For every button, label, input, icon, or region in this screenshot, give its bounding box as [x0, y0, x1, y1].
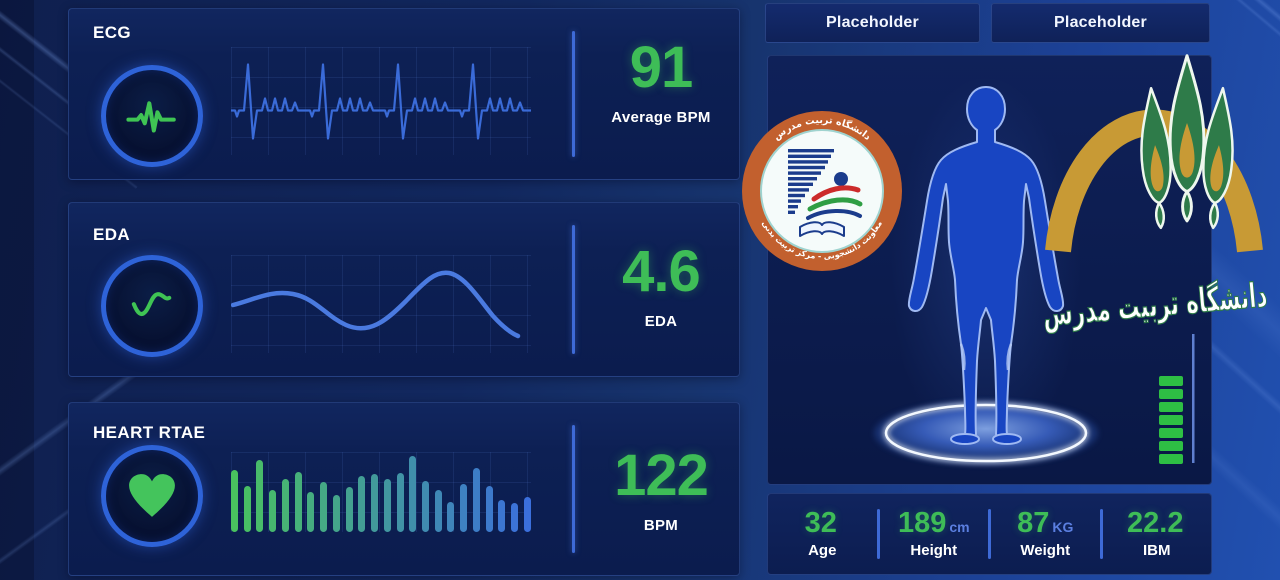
stat-bmi: 22.2 IBM	[1103, 507, 1212, 560]
heart-bar	[511, 503, 519, 532]
heart-bar	[434, 490, 442, 532]
height-unit: cm	[949, 519, 970, 535]
eda-wave-icon	[131, 292, 172, 316]
bmi-label: IBM	[1143, 542, 1171, 559]
ecg-pulse-icon	[126, 101, 176, 133]
heart-icon	[129, 474, 175, 517]
stat-divider	[1099, 509, 1103, 559]
heart-bar	[472, 468, 480, 532]
eda-chart	[230, 255, 531, 353]
stat-divider	[876, 509, 880, 559]
stat-divider	[988, 509, 991, 559]
panel-divider	[572, 31, 575, 157]
logo-cypress-trees	[1140, 54, 1234, 230]
eda-value: 4.6	[622, 239, 701, 304]
panel-divider	[572, 225, 575, 354]
body-figure	[874, 76, 1195, 466]
ecg-icon-circle	[101, 65, 203, 167]
heart-bar	[320, 482, 328, 532]
placeholder-button-1[interactable]: Placeholder	[765, 3, 980, 43]
eda-trace	[230, 270, 521, 339]
stat-age: 32 Age	[768, 507, 877, 560]
heart-bars-chart	[231, 452, 531, 532]
heart-bar	[485, 486, 493, 532]
age-label: Age	[808, 542, 837, 559]
weight-label: Weight	[1020, 542, 1071, 559]
human-body-silhouette	[907, 86, 1065, 445]
stat-height: 189 cm Height	[880, 507, 989, 560]
weight-value: 87	[1017, 507, 1050, 539]
heart-bar	[396, 473, 404, 532]
knee-highlights	[959, 343, 1013, 371]
ecg-value-label: Average BPM	[611, 109, 711, 126]
heart-bar	[307, 492, 315, 532]
heart-bar	[383, 479, 391, 532]
bmi-value: 22.2	[1127, 507, 1184, 539]
heart-value-block: 122 BPM	[581, 443, 741, 535]
ecg-trace	[229, 63, 533, 140]
heart-value: 122	[614, 443, 709, 508]
heart-bar	[294, 472, 302, 532]
platform-ellipse	[874, 401, 1098, 465]
university-name-calligraphy: دانشگاه تربیت مدرس	[1041, 275, 1269, 334]
heart-bar	[371, 474, 379, 532]
ecg-chart	[229, 47, 533, 155]
sports-center-badge-logo: دانشگاه تربیت مدرس معاونت دانشجویی - مرک…	[742, 111, 902, 271]
badge-emblem	[788, 149, 863, 237]
heart-bar	[460, 484, 468, 532]
heart-bar	[243, 486, 251, 532]
panel-divider	[572, 425, 575, 553]
height-label: Height	[910, 542, 958, 559]
meter-scale-line	[1192, 334, 1195, 463]
heart-bar	[447, 502, 455, 532]
eda-value-label: EDA	[644, 313, 678, 330]
stats-panel: 32 Age 189 cm Height 87 KG Weight 22.2 IBM	[767, 493, 1212, 575]
placeholder-button-2[interactable]: Placeholder	[991, 3, 1210, 43]
university-logo: دانشگاه تربیت مدرس	[1041, 54, 1269, 335]
stat-weight: 87 KG Weight	[991, 507, 1100, 560]
heart-bar	[332, 495, 340, 532]
heart-bar	[345, 487, 353, 532]
eda-icon-circle	[101, 255, 203, 357]
ecg-panel-title: ECG	[93, 23, 132, 42]
level-meter	[1159, 376, 1183, 464]
heart-bar	[269, 490, 277, 532]
heart-bar	[358, 476, 366, 532]
heart-bar	[256, 460, 264, 532]
heart-bar	[523, 497, 531, 532]
heart-panel-title: HEART RTAE	[93, 423, 206, 442]
weight-unit: KG	[1052, 519, 1074, 535]
ecg-panel: ECG 91 Average BPM	[68, 8, 740, 180]
heart-bar	[409, 456, 417, 532]
heart-bar	[231, 470, 238, 532]
background-left-strip	[0, 0, 34, 580]
heart-bar	[281, 479, 289, 532]
heart-icon-circle	[101, 445, 203, 547]
ecg-value-block: 91 Average BPM	[581, 35, 741, 127]
heart-value-label: BPM	[643, 517, 679, 534]
heart-bar	[498, 500, 506, 532]
eda-value-block: 4.6 EDA	[581, 239, 741, 331]
age-value: 32	[804, 507, 837, 539]
ecg-value: 91	[629, 35, 694, 100]
height-value: 189	[897, 507, 947, 539]
heart-rate-panel: HEART RTAE 122 BPM	[68, 402, 740, 576]
eda-panel: EDA 4.6 EDA	[68, 202, 740, 377]
eda-panel-title: EDA	[93, 225, 131, 244]
heart-bar	[422, 481, 430, 532]
